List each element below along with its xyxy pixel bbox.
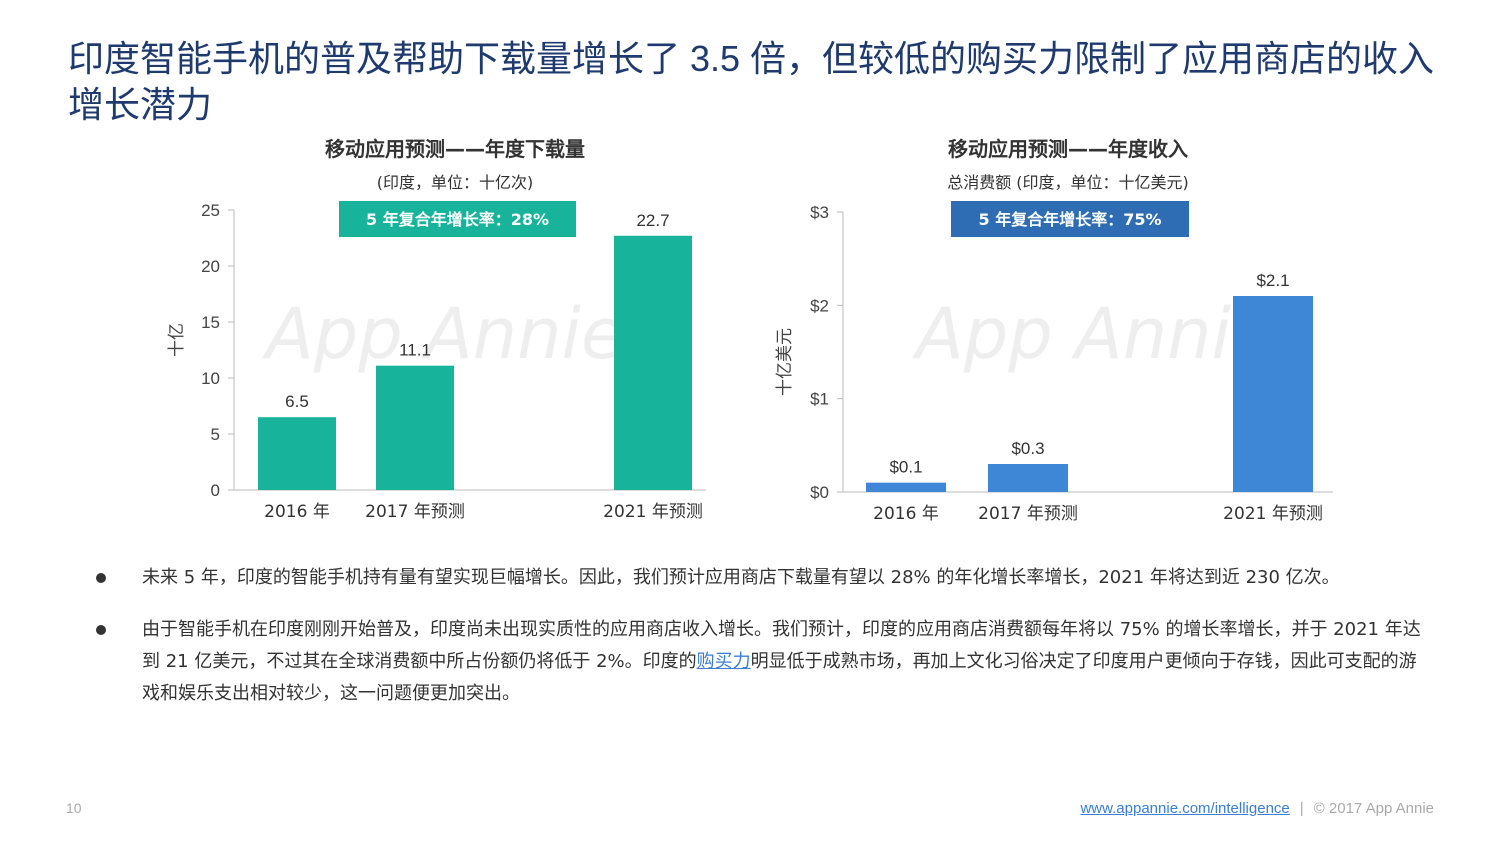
chart-subtitle: (印度，单位：十亿次)	[377, 173, 534, 192]
bar	[988, 464, 1068, 492]
bar	[1233, 296, 1313, 492]
footer-right: www.appannie.com/intelligence | © 2017 App…	[1080, 800, 1434, 817]
footer-url-link[interactable]: www.appannie.com/intelligence	[1080, 800, 1290, 817]
y-tick-label: $1	[810, 390, 829, 409]
cagr-badge	[951, 201, 1189, 237]
x-category-label: 2017 年预测	[365, 502, 465, 522]
x-category-label: 2016 年	[264, 502, 330, 522]
data-label: $0.3	[1011, 439, 1044, 458]
watermark: App Annie	[262, 293, 624, 375]
data-label: $0.1	[889, 458, 922, 477]
y-axis-label: 十亿	[167, 323, 187, 357]
bullet-item: 由于智能手机在印度刚刚开始普及，印度尚未出现实质性的应用商店收入增长。我们预计，…	[92, 614, 1422, 710]
y-tick-label: 10	[201, 369, 220, 388]
bullet-text-after: 明显低于成熟市场，再加上文化习俗决定了印度用户更倾向于存钱，因此可支配的游戏和娱…	[142, 651, 1417, 704]
y-axis-label: 十亿美元	[775, 328, 795, 396]
y-tick-label: $2	[810, 296, 829, 315]
page-title: 印度智能手机的普及帮助下载量增长了 3.5 倍，但较低的购买力限制了应用商店的收…	[68, 38, 1435, 125]
cagr-badge-label: 5 年复合年增长率：75%	[978, 210, 1161, 229]
y-tick-label: 20	[201, 257, 220, 276]
x-category-label: 2021 年预测	[1223, 504, 1323, 524]
page-number: 10	[66, 800, 82, 816]
data-label: 11.1	[399, 341, 431, 360]
bullet-dot-icon	[96, 573, 106, 583]
bar	[614, 235, 692, 490]
chart-title: 移动应用预测——年度收入	[948, 137, 1188, 161]
chart-subtitle: 总消费额 (印度，单位：十亿美元)	[947, 173, 1189, 192]
bar	[866, 482, 946, 492]
bullet-text-before: 由于智能手机在印度刚刚开始普及，印度尚未出现实质性的应用商店收入增长。我们预计，…	[142, 619, 1421, 672]
bar	[258, 417, 336, 490]
bullet-text: 未来 5 年，印度的智能手机持有量有望实现巨幅增长。因此，我们预计应用商店下载量…	[142, 567, 1340, 588]
y-tick-label: $3	[810, 203, 829, 222]
purchasing-power-link[interactable]: 购买力	[696, 651, 751, 672]
bullet-list: 未来 5 年，印度的智能手机持有量有望实现巨幅增长。因此，我们预计应用商店下载量…	[92, 562, 1422, 730]
chart-title: 移动应用预测——年度下载量	[325, 137, 585, 161]
data-label: $2.1	[1256, 271, 1289, 290]
watermark: App Annie	[912, 293, 1274, 375]
x-category-label: 2021 年预测	[603, 502, 703, 522]
cagr-badge	[339, 201, 576, 237]
bullet-item: 未来 5 年，印度的智能手机持有量有望实现巨幅增长。因此，我们预计应用商店下载量…	[92, 562, 1422, 594]
cagr-badge-label: 5 年复合年增长率：28%	[366, 210, 549, 229]
y-tick-label: $0	[810, 483, 829, 502]
footer-copyright: © 2017 App Annie	[1313, 800, 1434, 817]
footer-separator: |	[1299, 800, 1304, 817]
bar	[376, 365, 454, 490]
x-category-label: 2017 年预测	[978, 504, 1078, 524]
y-tick-label: 15	[201, 313, 220, 332]
downloads-chart: App Annie 移动应用预测——年度下载量 (印度，单位：十亿次) 5 年复合年增…	[167, 137, 706, 522]
y-tick-label: 25	[201, 201, 220, 220]
bullet-dot-icon	[96, 625, 106, 635]
x-category-label: 2016 年	[873, 504, 939, 524]
y-tick-label: 0	[211, 481, 220, 500]
y-tick-label: 5	[211, 425, 220, 444]
data-label: 6.5	[285, 392, 309, 411]
data-label: 22.7	[636, 211, 669, 230]
